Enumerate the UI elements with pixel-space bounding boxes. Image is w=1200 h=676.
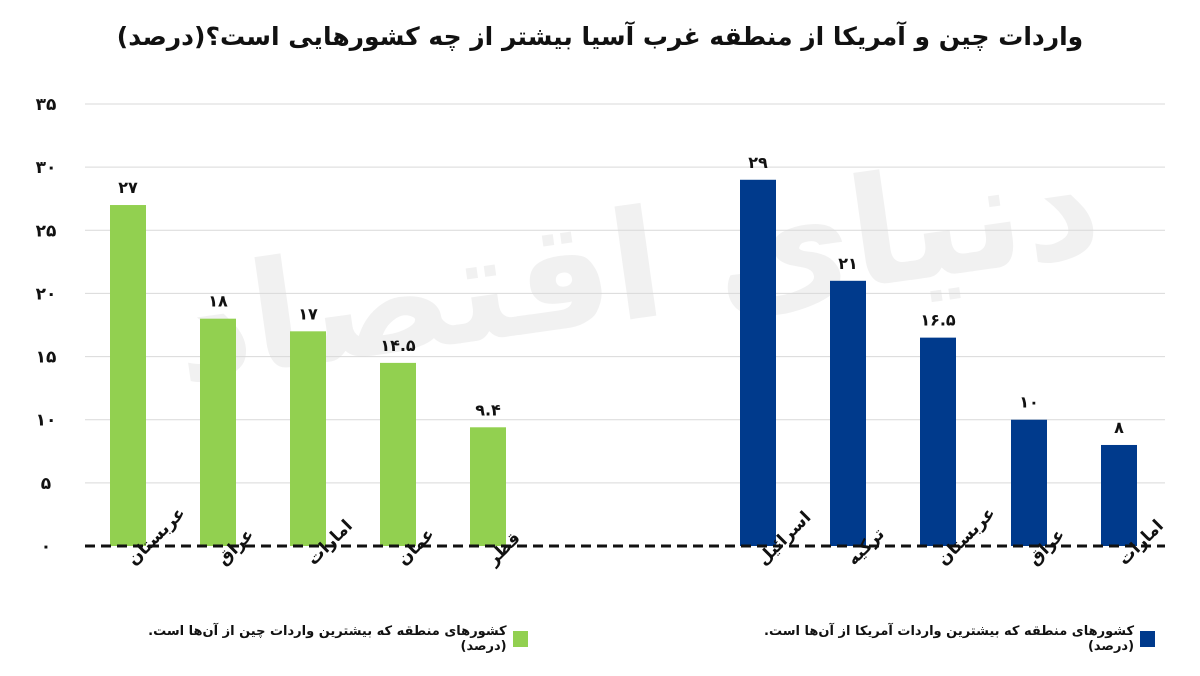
y-tick-label: ۳۵ [36, 95, 57, 115]
y-tick-label: ۰ [41, 537, 51, 557]
china-data-label: ۲۷ [118, 178, 138, 197]
china-bar [470, 427, 506, 546]
china-data-label: ۱۸ [208, 292, 228, 311]
usa-data-label: ۸ [1114, 418, 1124, 437]
usa-bar [830, 280, 866, 546]
chart-title: واردات چین و آمریکا از منطقه غرب آسیا بی… [116, 22, 1084, 51]
china-data-label: ۹.۴ [475, 400, 501, 419]
usa-data-label: ۱۰ [1019, 393, 1039, 412]
legend-usa-swatch [1140, 631, 1155, 647]
usa-bar [740, 179, 776, 546]
china-bar [290, 331, 326, 546]
china-bar [200, 318, 236, 546]
china-data-label: ۱۷ [298, 304, 318, 323]
legend-usa: کشورهای منطقه که بیشترین واردات آمریکا ا… [745, 624, 1155, 654]
y-tick-label: ۱۵ [36, 348, 57, 368]
legend-china: کشورهای منطقه که بیشترین واردات چین از آ… [118, 624, 528, 654]
china-bar [110, 205, 146, 546]
usa-bar [1011, 419, 1047, 546]
y-tick-label: ۱۰ [36, 411, 57, 431]
usa-data-label: ۲۱ [838, 254, 858, 273]
y-tick-label: ۲۰ [36, 284, 57, 304]
usa-data-label: ۱۶.۵ [920, 311, 956, 330]
y-tick-label: ۲۵ [36, 221, 57, 241]
y-tick-label: ۵ [41, 474, 51, 494]
china-data-label: ۱۴.۵ [380, 336, 416, 355]
china-bar [380, 362, 416, 546]
legend-china-label: کشورهای منطقه که بیشترین واردات چین از آ… [148, 624, 507, 654]
usa-bar [1101, 444, 1137, 546]
usa-data-label: ۲۹ [748, 153, 768, 172]
legend-usa-label: کشورهای منطقه که بیشترین واردات آمریکا ا… [764, 624, 1135, 654]
legend-china-swatch [512, 631, 528, 647]
usa-bar [920, 337, 956, 546]
y-tick-label: ۳۰ [36, 158, 57, 178]
